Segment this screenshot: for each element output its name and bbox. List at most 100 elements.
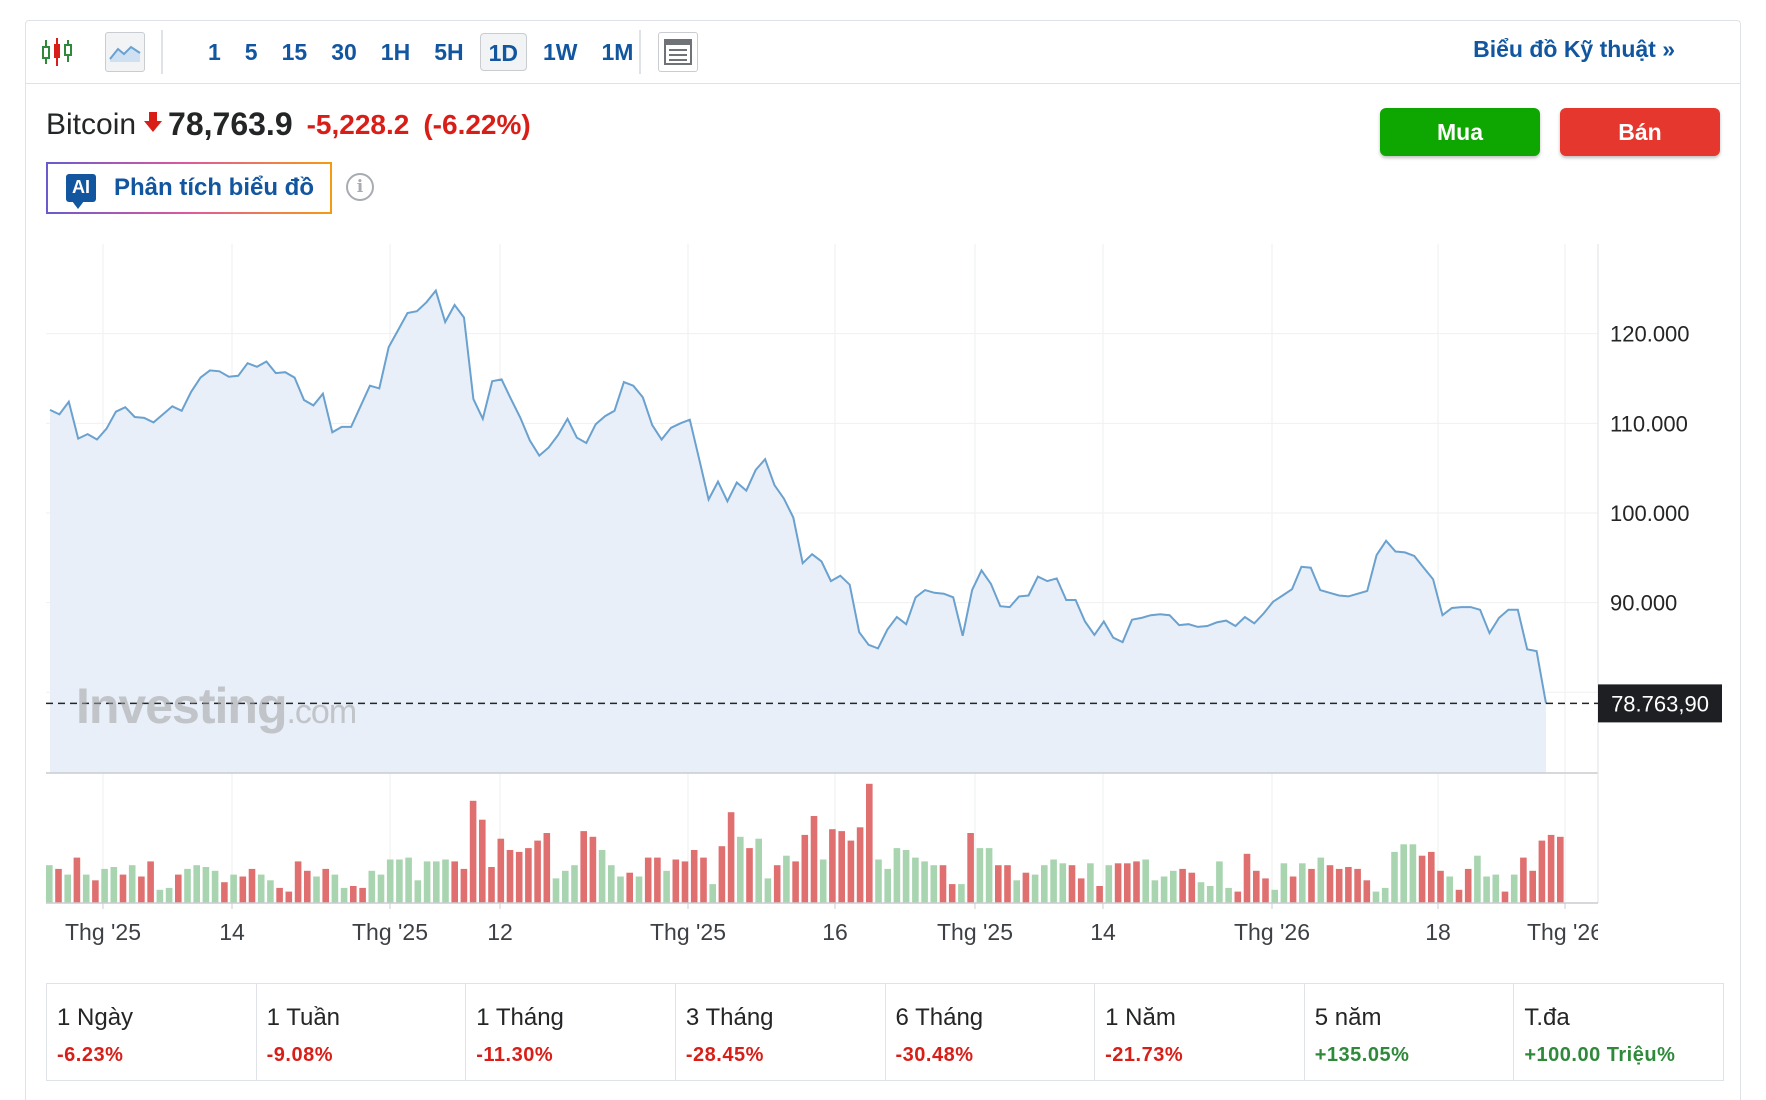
buy-button[interactable]: Mua (1380, 108, 1540, 156)
performance-value: -21.73% (1105, 1044, 1184, 1066)
volume-bar (884, 868, 891, 903)
volume-bar (580, 831, 587, 903)
volume-bar (1170, 870, 1177, 903)
volume-bar (1557, 836, 1564, 903)
performance-value: +100.00 Triệu% (1524, 1044, 1676, 1066)
volume-bar (294, 861, 302, 903)
volume-bar (1262, 878, 1269, 903)
sell-button[interactable]: Bán (1560, 108, 1720, 156)
volume-bar (1206, 886, 1214, 903)
volume-bar (1428, 851, 1435, 903)
volume-bar (165, 887, 173, 903)
interval-1d[interactable]: 1D (479, 33, 527, 71)
technical-chart-link[interactable]: Biểu đồ Kỹ thuật » (1473, 36, 1675, 62)
y-tick-label: 90.000 (1610, 591, 1677, 616)
interval-5h[interactable]: 5H (434, 39, 464, 65)
performance-cell: 1 Tháng -11.30% (466, 984, 676, 1080)
volume-bar (322, 868, 329, 903)
volume-bar (1363, 880, 1371, 903)
volume-bar (138, 876, 145, 903)
area-chart-icon[interactable] (105, 32, 145, 72)
y-tick-label: 100.000 (1610, 501, 1690, 526)
performance-cell: 1 Tuần -9.08% (257, 984, 467, 1080)
watermark-suffix: .com (286, 693, 357, 731)
performance-period-label: 3 Tháng (685, 1004, 774, 1031)
volume-bar (1096, 886, 1103, 903)
volume-bar (1308, 868, 1315, 903)
volume-bar (396, 859, 403, 903)
volume-bar (810, 816, 818, 903)
volume-bar (948, 884, 956, 903)
performance-value: -6.23% (57, 1044, 124, 1066)
volume-bar (709, 884, 716, 903)
interval-5[interactable]: 5 (244, 39, 258, 65)
interval-30[interactable]: 30 (331, 39, 357, 65)
volume-bar (663, 870, 670, 903)
volume-bar (368, 870, 376, 903)
performance-table: 1 Ngày -6.23% 1 Tuần -9.08% 1 Tháng -11.30% 3 … (46, 983, 1724, 1081)
volume-bar (1077, 878, 1085, 903)
volume-bar (672, 859, 680, 903)
volume-bar (1418, 855, 1426, 903)
volume-bar (119, 874, 127, 903)
volume-bar (1372, 891, 1380, 903)
performance-period-label: T.đa (1524, 1004, 1570, 1031)
last-price: 78,763.9 (168, 106, 293, 142)
volume-bar (230, 874, 237, 903)
instrument-header: Bitcoin 78,763.9 -5,228.2 (-6.22%) (46, 106, 531, 143)
volume-bar (727, 812, 735, 903)
volume-bar (386, 859, 394, 903)
x-tick-label: Thg '25 (937, 919, 1013, 945)
volume-bar (1391, 851, 1398, 903)
interval-1h[interactable]: 1H (380, 39, 411, 65)
volume-bar (488, 867, 495, 903)
volume-bar (414, 880, 422, 903)
volume-bar (1345, 867, 1352, 903)
volume-bar (681, 861, 689, 903)
ai-chart-analysis-button[interactable]: AI Phân tích biểu đồ (46, 162, 332, 214)
price-change: -5,228.2 (306, 108, 410, 140)
volume-bar (1087, 863, 1094, 903)
instrument-name: Bitcoin (46, 107, 137, 141)
interval-selector: 1 5 15 30 1H 5H 1D 1W 1M (200, 32, 649, 72)
x-tick-label: 14 (1090, 919, 1116, 945)
x-tick-label: Thg '25 (650, 919, 726, 945)
chart-toolbar: 1 5 15 30 1H 5H 1D 1W 1M Biểu đồ Kỹ thuật » (25, 20, 1741, 84)
price-chart[interactable]: 120.000110.000100.00090.00080.00078.763,… (0, 0, 1766, 960)
interval-1m[interactable]: 1M (601, 39, 634, 65)
candlestick-chart-icon[interactable] (37, 32, 77, 72)
layout-icon[interactable] (658, 32, 698, 72)
volume-bar (718, 846, 726, 903)
interval-1w[interactable]: 1W (543, 39, 578, 65)
x-tick-label: 14 (219, 919, 245, 945)
interval-15[interactable]: 15 (281, 39, 308, 65)
interval-1[interactable]: 1 (208, 39, 221, 65)
performance-cell: 1 Năm -21.73% (1095, 984, 1305, 1080)
volume-bar (829, 829, 836, 903)
volume-bar (617, 876, 624, 903)
volume-bar (1446, 876, 1453, 903)
volume-bar (1455, 889, 1463, 903)
volume-bar (1280, 863, 1288, 903)
volume-bar (1013, 880, 1020, 903)
volume-bar (156, 889, 164, 903)
volume-bar (783, 855, 790, 903)
info-icon[interactable]: i (346, 173, 374, 201)
volume-bar (1151, 880, 1159, 903)
volume-bar (1179, 868, 1186, 903)
volume-bar (1124, 863, 1131, 903)
volume-bar (1133, 861, 1140, 903)
volume-bar (1299, 863, 1306, 903)
volume-bar (147, 861, 154, 903)
volume-bar (340, 887, 348, 903)
volume-bar (838, 831, 845, 903)
volume-bar (819, 859, 827, 903)
volume-bar (543, 833, 551, 903)
volume-bar (1253, 870, 1260, 903)
volume-bar (359, 887, 366, 903)
volume-bar (801, 834, 809, 903)
volume-bar (1335, 868, 1343, 903)
volume-bar (552, 878, 560, 903)
volume-bar (377, 874, 385, 903)
investing-watermark: Investing.com (76, 677, 357, 735)
